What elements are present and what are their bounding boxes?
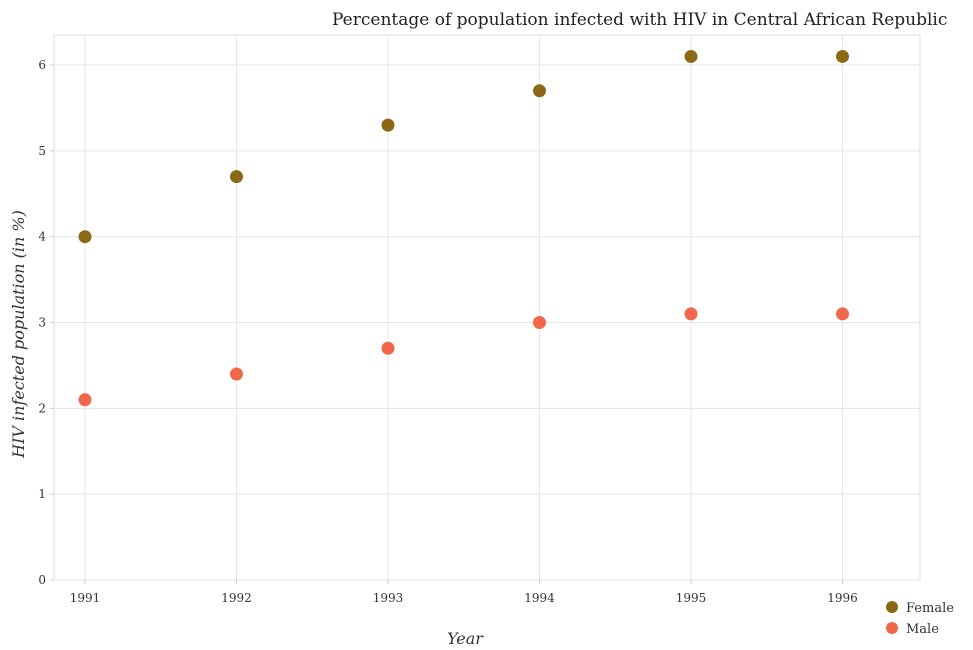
legend-label-female: Female [906,601,954,616]
x-axis-label: Year [447,629,484,648]
y-tick-label: 2 [38,401,46,415]
point-male-1993 [381,341,395,355]
y-tick-label: 6 [38,58,46,72]
x-tick-label: 1996 [827,591,858,605]
point-male-1996 [836,307,849,321]
y-tick-label: 0 [38,573,46,587]
series-male [78,307,849,407]
y-axis-label: HIV infected population (in %) [9,210,28,459]
legend: Female Male [886,601,954,637]
chart-title: Percentage of population infected with H… [332,10,947,30]
point-female-1993 [381,118,395,132]
legend-label-male: Male [906,622,939,637]
point-male-1994 [533,316,546,330]
data-points [78,49,849,407]
grid [53,34,921,581]
axes: 0 1 2 3 4 5 6 1991 1992 1993 1994 1995 1996 [38,58,857,605]
x-tick-label: 1992 [221,591,252,605]
point-female-1991 [78,230,92,244]
point-female-1995 [684,49,698,63]
x-tick-label: 1995 [676,591,707,605]
x-tick-label: 1994 [524,591,555,605]
x-tick-label: 1991 [70,591,101,605]
point-male-1992 [230,367,243,381]
point-female-1994 [533,84,546,98]
x-tick-label: 1993 [373,591,404,605]
point-female-1996 [836,49,849,63]
point-female-1992 [230,170,243,184]
y-tick-label: 5 [38,144,46,158]
point-male-1991 [78,393,92,407]
series-female [78,49,849,244]
point-male-1995 [684,307,698,321]
y-tick-label: 4 [38,230,46,244]
legend-marker-female [886,601,898,613]
legend-marker-male [886,622,898,634]
plot-area-frame [53,34,921,581]
y-tick-label: 1 [38,487,46,501]
y-tick-label: 3 [38,316,46,330]
